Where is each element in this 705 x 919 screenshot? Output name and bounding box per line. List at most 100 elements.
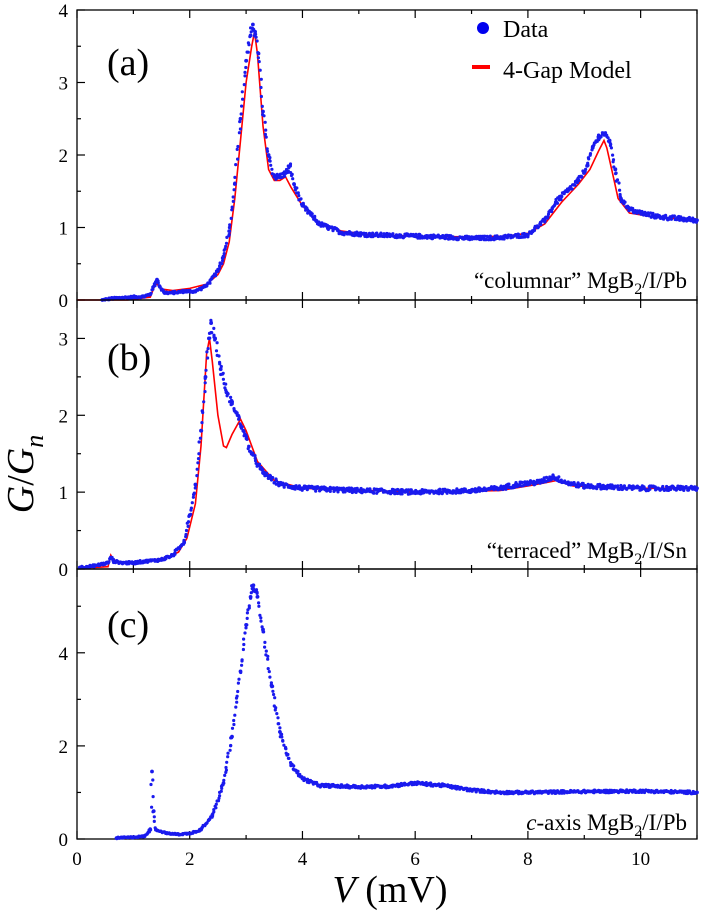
- data-point: [576, 178, 581, 183]
- data-point: [368, 232, 372, 237]
- data-point: [257, 601, 261, 605]
- data-point: [227, 225, 231, 230]
- data-point: [212, 810, 216, 814]
- data-point: [497, 235, 502, 240]
- data-point: [326, 227, 330, 231]
- data-point: [560, 194, 564, 199]
- data-point: [213, 336, 218, 341]
- x-tick-label: 10: [631, 849, 650, 870]
- data-point: [676, 487, 680, 491]
- y-tick-label: 1: [59, 219, 69, 240]
- x-tick-label: 6: [410, 849, 420, 870]
- data-point: [642, 790, 647, 795]
- data-point: [190, 501, 194, 505]
- data-point: [229, 743, 233, 748]
- data-point: [273, 696, 277, 700]
- data-point: [647, 214, 651, 218]
- data-point: [614, 171, 618, 175]
- panel-c-data-series: [114, 583, 699, 841]
- data-point: [269, 683, 274, 688]
- data-point: [131, 561, 136, 565]
- data-point: [588, 152, 593, 156]
- data-point: [176, 832, 181, 837]
- data-point: [609, 146, 614, 150]
- data-point: [197, 440, 201, 444]
- data-point: [297, 194, 301, 198]
- panel-b-data-series: [77, 318, 699, 570]
- data-point: [257, 60, 261, 64]
- data-point: [631, 206, 635, 211]
- data-point: [241, 647, 245, 652]
- data-point: [270, 167, 274, 171]
- data-point: [672, 214, 676, 218]
- data-point: [241, 97, 245, 101]
- data-point: [221, 371, 225, 375]
- data-point: [266, 654, 270, 659]
- data-point: [606, 136, 610, 140]
- data-point: [226, 751, 230, 755]
- panel-b-frame: [76, 299, 698, 570]
- panels: 0 1 2 3 4 (a) “columnar” MgB2/I/Pb 0 1 2 3 (b) “terr…: [59, 1, 699, 870]
- panel-c-frame: [76, 568, 698, 840]
- data-point: [313, 216, 317, 221]
- data-point: [483, 234, 487, 238]
- data-point: [247, 43, 251, 47]
- panel-b-sample-label: “terraced” MgB2/I/Sn: [487, 538, 688, 568]
- data-point: [241, 428, 246, 433]
- data-point: [238, 116, 243, 121]
- data-point: [282, 743, 286, 747]
- data-point: [244, 626, 248, 630]
- data-point: [655, 214, 660, 219]
- data-point: [286, 752, 290, 757]
- data-point: [286, 169, 290, 173]
- data-point: [224, 382, 228, 386]
- legend-model-marker: [472, 65, 490, 69]
- panel-b: 0 1 2 3 (b) “terraced” MgB2/I/Sn: [59, 299, 699, 581]
- data-point: [192, 491, 196, 495]
- data-point: [197, 452, 201, 456]
- data-point: [273, 708, 277, 712]
- data-point: [259, 85, 263, 90]
- data-point: [120, 561, 124, 565]
- data-point: [261, 468, 265, 472]
- data-point: [613, 167, 618, 172]
- data-point: [240, 663, 244, 667]
- data-point: [300, 776, 305, 781]
- data-point: [299, 197, 303, 201]
- data-point: [236, 157, 240, 161]
- data-point: [408, 492, 412, 496]
- legend-model-label: 4-Gap Model: [503, 58, 632, 84]
- data-point: [283, 171, 288, 176]
- data-point: [142, 834, 147, 839]
- data-point: [206, 347, 210, 351]
- data-point: [584, 167, 588, 171]
- data-point: [385, 235, 389, 239]
- data-point: [120, 295, 124, 300]
- data-point: [372, 491, 376, 495]
- data-point: [151, 795, 155, 799]
- data-point: [244, 58, 249, 63]
- data-point: [204, 283, 209, 288]
- data-point: [236, 689, 240, 694]
- data-point: [552, 204, 556, 208]
- data-point: [254, 35, 258, 39]
- data-point: [217, 354, 221, 358]
- data-point: [111, 559, 116, 564]
- data-point: [214, 802, 218, 806]
- data-point: [199, 827, 203, 832]
- data-point: [396, 487, 400, 492]
- data-point: [469, 488, 474, 493]
- data-point: [245, 437, 249, 441]
- data-point: [497, 790, 502, 795]
- data-point: [218, 360, 222, 364]
- data-point: [644, 213, 648, 218]
- data-point: [288, 164, 292, 168]
- data-point: [237, 677, 241, 681]
- panel-c-sample-label: c-axis MgB2/I/Pb: [526, 810, 687, 840]
- data-point: [497, 486, 502, 491]
- data-point: [229, 216, 233, 220]
- data-point: [219, 364, 223, 369]
- panel-a-frame: [76, 9, 698, 301]
- data-point: [482, 486, 486, 490]
